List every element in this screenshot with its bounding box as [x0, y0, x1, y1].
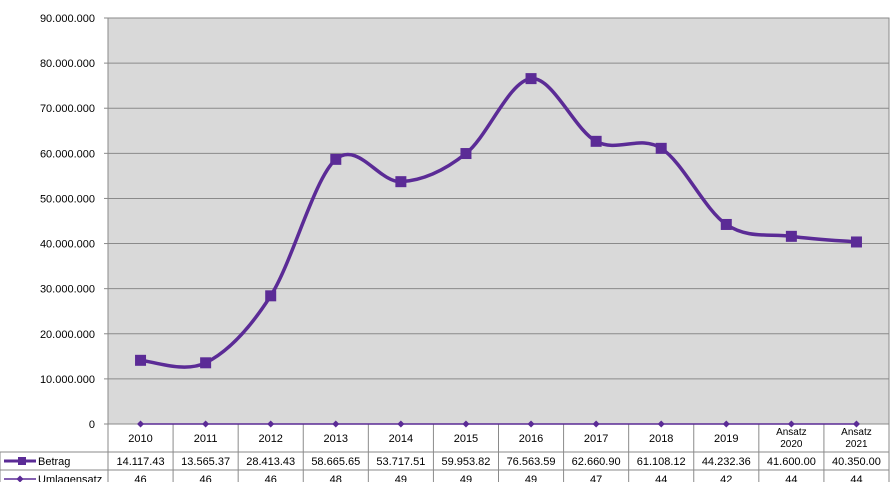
- data-point-betrag: [720, 218, 732, 230]
- y-tick-label: 20.000.000: [40, 329, 95, 341]
- data-table-value: 48: [330, 474, 342, 482]
- data-table-value: 59.953.82: [441, 456, 490, 468]
- data-point-umlagensatz: [657, 420, 665, 428]
- category-label: Ansatz 2021: [841, 427, 872, 450]
- y-tick-label: 90.000.000: [40, 13, 95, 25]
- data-point-umlagensatz: [202, 420, 210, 428]
- data-point-umlagensatz: [852, 420, 860, 428]
- y-tick-label: 0: [89, 419, 95, 431]
- data-table-value: 13.565.37: [181, 456, 230, 468]
- legend-key-umlagensatz: [4, 475, 36, 482]
- data-table-value: 44: [655, 474, 667, 482]
- data-point-betrag: [785, 230, 797, 242]
- data-table-value: 61.108.12: [637, 456, 686, 468]
- legend-label: Betrag: [38, 456, 70, 468]
- plot-area: [107, 17, 890, 425]
- data-point-umlagensatz: [787, 420, 795, 428]
- data-point-umlagensatz: [397, 420, 405, 428]
- data-point-betrag: [525, 73, 537, 85]
- data-point-umlagensatz: [332, 420, 340, 428]
- y-tick-label: 70.000.000: [40, 103, 95, 115]
- y-tick-label: 40.000.000: [40, 239, 95, 251]
- legend-key-betrag: [4, 457, 36, 465]
- category-label: 2013: [324, 433, 348, 445]
- data-table-value: 42: [720, 474, 732, 482]
- data-table-value: 28.413.43: [246, 456, 295, 468]
- data-point-umlagensatz: [592, 420, 600, 428]
- y-tick-label: 30.000.000: [40, 284, 95, 296]
- data-point-betrag: [850, 236, 862, 248]
- data-table-value: 44: [785, 474, 797, 482]
- category-label: 2019: [714, 433, 738, 445]
- data-point-umlagensatz: [137, 420, 145, 428]
- data-table-value: 44.232.36: [702, 456, 751, 468]
- category-label: 2011: [194, 433, 218, 445]
- data-table-value: 46: [134, 474, 146, 482]
- data-table-value: 46: [265, 474, 277, 482]
- data-point-betrag: [135, 354, 147, 366]
- data-point-betrag: [655, 142, 667, 154]
- data-table-value: 49: [460, 474, 472, 482]
- data-table-value: 76.563.59: [507, 456, 556, 468]
- data-point-betrag: [330, 153, 342, 165]
- data-table-value: 62.660.90: [572, 456, 621, 468]
- data-point-umlagensatz: [722, 420, 730, 428]
- data-table-value: 49: [395, 474, 407, 482]
- data-table-value: 14.117.43: [116, 456, 164, 468]
- data-table-value: 40.350.00: [832, 456, 881, 468]
- category-label: 2010: [128, 433, 152, 445]
- category-label: 2016: [519, 433, 543, 445]
- data-point-betrag: [590, 135, 602, 147]
- category-label: 2014: [389, 433, 413, 445]
- data-point-umlagensatz: [462, 420, 470, 428]
- y-tick-label: 60.000.000: [40, 148, 95, 160]
- data-table-value: 46: [200, 474, 212, 482]
- data-point-betrag: [460, 148, 472, 160]
- data-point-betrag: [395, 176, 407, 188]
- data-point-umlagensatz: [527, 420, 535, 428]
- y-tick-label: 80.000.000: [40, 58, 95, 70]
- category-label: 2012: [258, 433, 282, 445]
- category-label: 2015: [454, 433, 478, 445]
- category-label: 2017: [584, 433, 608, 445]
- data-table-value: 41.600.00: [767, 456, 816, 468]
- data-table-value: 47: [590, 474, 602, 482]
- y-tick-label: 10.000.000: [40, 374, 95, 386]
- category-label: Ansatz 2020: [776, 427, 807, 450]
- data-table-value: 58.665.65: [311, 456, 360, 468]
- data-point-umlagensatz: [267, 420, 275, 428]
- data-table-value: 44: [850, 474, 862, 482]
- category-label: 2018: [649, 433, 673, 445]
- y-tick-label: 50.000.000: [40, 193, 95, 205]
- data-table-value: 49: [525, 474, 537, 482]
- legend-label: Umlagensatz: [38, 474, 102, 482]
- data-table-value: 53.717.51: [376, 456, 425, 468]
- data-point-betrag: [265, 290, 277, 302]
- data-point-betrag: [200, 357, 212, 369]
